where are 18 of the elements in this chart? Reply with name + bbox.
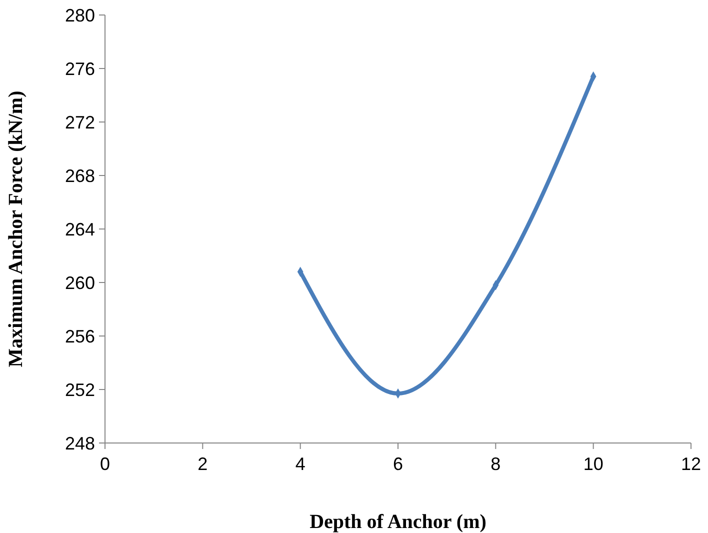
y-tick-label: 268 xyxy=(64,166,95,186)
x-tick-label: 12 xyxy=(680,454,702,474)
y-tick-label: 272 xyxy=(64,112,95,132)
y-tick-label: 276 xyxy=(64,58,95,79)
x-tick-label: 10 xyxy=(583,454,604,474)
x-tick-label: 2 xyxy=(198,454,208,474)
x-tick-label: 4 xyxy=(295,454,306,474)
y-tick-label: 256 xyxy=(64,326,95,346)
y-tick-label: 260 xyxy=(64,272,95,293)
y-tick-label: 252 xyxy=(64,380,95,400)
x-tick-label: 8 xyxy=(490,454,501,474)
x-axis-title: Depth of Anchor (m) xyxy=(310,511,486,533)
y-tick-label: 248 xyxy=(64,433,95,454)
y-tick-label: 280 xyxy=(64,5,95,26)
x-tick-label: 6 xyxy=(392,454,404,474)
y-tick-label: 264 xyxy=(64,219,95,240)
x-tick-label: 0 xyxy=(100,454,110,474)
y-axis-title: Maximum Anchor Force (kN/m) xyxy=(5,90,27,368)
